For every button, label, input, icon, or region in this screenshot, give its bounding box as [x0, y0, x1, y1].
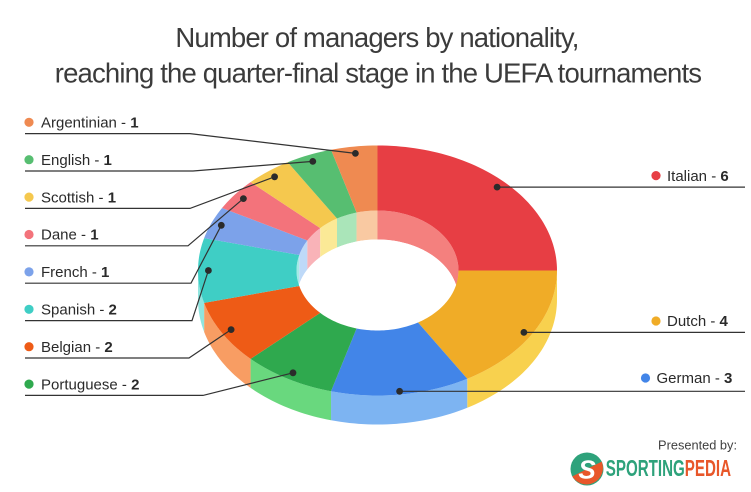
svg-text:Presented by:: Presented by: [658, 438, 737, 453]
svg-text:Scottish - 1: Scottish - 1 [41, 189, 116, 206]
svg-text:Spanish - 2: Spanish - 2 [41, 302, 117, 319]
svg-text:Belgian - 2: Belgian - 2 [41, 339, 113, 356]
svg-text:German - 3: German - 3 [657, 370, 733, 387]
svg-text:Argentinian - 1: Argentinian - 1 [41, 115, 139, 132]
svg-text:Number of managers by national: Number of managers by nationality, [175, 22, 578, 53]
svg-text:Dutch - 4: Dutch - 4 [667, 313, 729, 330]
svg-text:English - 1: English - 1 [41, 152, 112, 169]
svg-text:reaching the quarter-final sta: reaching the quarter-final stage in the … [55, 58, 702, 89]
svg-text:SPORTINGPEDIA: SPORTINGPEDIA [606, 456, 731, 482]
svg-text:French - 1: French - 1 [41, 264, 109, 281]
svg-text:Dane - 1: Dane - 1 [41, 227, 99, 244]
svg-text:Portuguese - 2: Portuguese - 2 [41, 376, 139, 393]
svg-text:S: S [578, 455, 596, 485]
svg-text:Italian - 6: Italian - 6 [667, 168, 729, 185]
